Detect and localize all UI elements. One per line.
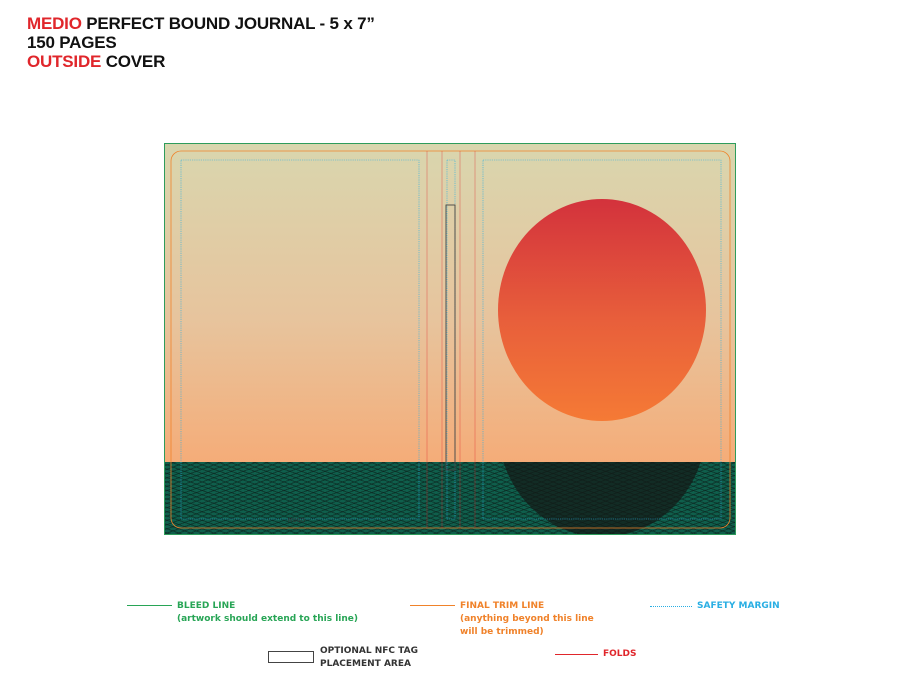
cover-artwork: MOGO — [164, 143, 736, 535]
legend-folds-swatch — [555, 654, 598, 655]
legend-safety-swatch — [650, 606, 692, 607]
title-line-2: 150 PAGES — [27, 33, 117, 52]
legend-bleed: BLEED LINE (artwork should extend to thi… — [177, 600, 358, 626]
legend-nfc-swatch — [268, 651, 314, 663]
title-accent-medio: MEDIO — [27, 14, 82, 33]
legend-nfc-line-1: OPTIONAL NFC TAG — [320, 646, 418, 656]
legend-folds-title: FOLDS — [603, 649, 637, 659]
legend-bleed-title: BLEED LINE — [177, 601, 236, 611]
title-product: PERFECT BOUND JOURNAL - 5 x 7” — [81, 14, 375, 33]
title-accent-outside: OUTSIDE — [27, 52, 102, 71]
legend-trim-swatch — [410, 605, 455, 606]
title-line-1: MEDIO PERFECT BOUND JOURNAL - 5 x 7” — [27, 14, 375, 33]
title-cover: COVER — [101, 52, 166, 71]
safety-margin-spine — [446, 159, 456, 520]
legend-nfc-line-2: PLACEMENT AREA — [320, 659, 411, 669]
legend-bleed-swatch — [127, 605, 172, 606]
template-guides — [170, 150, 731, 529]
legend-safety: SAFETY MARGIN — [697, 600, 780, 613]
legend-bleed-note: (artwork should extend to this line) — [177, 614, 358, 624]
legend-folds: FOLDS — [603, 648, 637, 661]
safety-margin-back — [180, 159, 420, 520]
legend-trim: FINAL TRIM LINE (anything beyond this li… — [460, 600, 594, 639]
legend-safety-title: SAFETY MARGIN — [697, 601, 780, 611]
maker-mark: MOGO — [288, 518, 306, 524]
trim-line — [170, 150, 731, 529]
sun-circle — [498, 199, 706, 421]
page-title: MEDIO PERFECT BOUND JOURNAL - 5 x 7” 150… — [27, 14, 375, 71]
legend-trim-note-2: will be trimmed) — [460, 627, 544, 637]
legend-nfc: OPTIONAL NFC TAG PLACEMENT AREA — [320, 645, 418, 671]
title-line-3: OUTSIDE COVER — [27, 52, 375, 71]
legend-trim-title: FINAL TRIM LINE — [460, 601, 545, 611]
safety-margin-front — [482, 159, 722, 520]
nfc-tag-area — [445, 204, 456, 471]
legend-trim-note-1: (anything beyond this line — [460, 614, 594, 624]
